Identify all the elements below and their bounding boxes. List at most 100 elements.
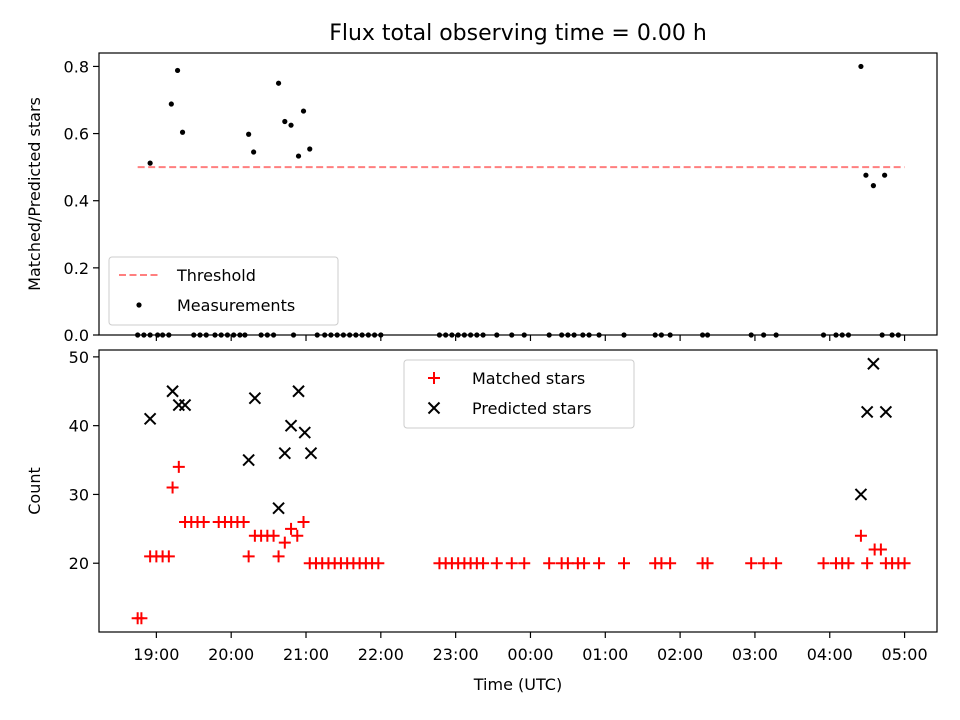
measurement-point xyxy=(882,172,888,178)
legend-handle xyxy=(428,372,440,384)
matched-stars-marker xyxy=(267,529,280,542)
legend-handle xyxy=(427,401,441,415)
predicted-stars-marker xyxy=(298,426,311,439)
x-tick-label: 23:00 xyxy=(433,645,479,664)
measurement-point xyxy=(870,183,877,189)
measurement-point xyxy=(147,160,153,166)
predicted-stars-marker xyxy=(166,385,179,398)
x-tick-label: 00:00 xyxy=(507,645,553,664)
matched-stars-marker xyxy=(242,550,255,563)
legend: Matched stars Predicted stars xyxy=(403,359,635,429)
matched-stars-marker xyxy=(172,460,185,473)
measurement-point xyxy=(174,67,181,74)
y-tick-label: 0.6 xyxy=(64,125,89,144)
matched-stars-marker xyxy=(297,515,310,528)
matched-stars-marker xyxy=(817,557,830,570)
x-tick-label: 19:00 xyxy=(133,645,179,664)
x-tick-label: 20:00 xyxy=(208,645,254,664)
x-tick-label: 21:00 xyxy=(283,645,329,664)
matched-stars-marker xyxy=(898,557,911,570)
chart-title: Flux total observing time = 0.00 h xyxy=(329,21,707,46)
predicted-stars-marker xyxy=(278,446,292,460)
predicted-stars-marker xyxy=(272,501,285,515)
measurement-point xyxy=(307,146,313,152)
measurement-point xyxy=(295,153,302,159)
matched-stars-marker xyxy=(162,550,175,563)
matched-stars-marker xyxy=(490,557,503,570)
matched-stars-marker xyxy=(874,543,887,556)
predicted-stars-marker xyxy=(304,446,318,460)
matched-stars-marker xyxy=(372,557,385,570)
x-axis-label: Time (UTC) xyxy=(473,675,562,694)
matched-stars-marker xyxy=(285,522,298,535)
legend-label: Threshold xyxy=(176,266,256,285)
axes-frame xyxy=(98,52,938,336)
x-tick-label: 02:00 xyxy=(657,645,703,664)
measurement-point xyxy=(282,118,288,125)
legend-handle xyxy=(136,302,142,308)
measurement-point xyxy=(863,172,869,178)
matched-stars-marker xyxy=(166,481,179,494)
x-tick-label: 04:00 xyxy=(807,645,853,664)
matched-stars-marker xyxy=(861,557,874,570)
matched-stars-marker xyxy=(854,529,867,542)
legend-label: Predicted stars xyxy=(472,399,592,418)
predicted-stars-marker xyxy=(248,391,262,405)
y-tick-label: 0.2 xyxy=(64,259,89,278)
x-tick-label: 22:00 xyxy=(358,645,404,664)
y-tick-label: 20 xyxy=(69,554,89,573)
y-tick-label: 0.0 xyxy=(64,326,89,345)
y-tick-label: 30 xyxy=(69,485,89,504)
plot-area xyxy=(131,357,911,625)
matched-stars-marker xyxy=(237,515,250,528)
predicted-stars-marker xyxy=(867,357,880,370)
x-tick-label: 03:00 xyxy=(732,645,778,664)
measurement-point xyxy=(168,101,174,107)
y-axis-label: Count xyxy=(25,467,44,515)
matched-stars-marker xyxy=(505,557,518,570)
axes-frame xyxy=(98,349,938,633)
legend-label: Matched stars xyxy=(472,369,585,388)
matched-stars-marker xyxy=(757,557,770,570)
matched-stars-marker xyxy=(197,515,210,528)
y-tick-label: 0.8 xyxy=(64,57,89,76)
matched-stars-marker xyxy=(701,557,714,570)
matched-stars-marker xyxy=(135,612,148,625)
y-tick-label: 40 xyxy=(69,417,89,436)
matched-stars-marker xyxy=(842,557,855,570)
predicted-stars-marker xyxy=(879,405,893,419)
x-tick-label: 05:00 xyxy=(882,645,928,664)
matched-stars-marker xyxy=(664,557,677,570)
y-tick-label: 0.4 xyxy=(64,192,89,211)
measurement-point xyxy=(179,129,186,135)
measurement-point xyxy=(300,108,307,114)
y-axis-label: Matched/Predicted stars xyxy=(25,97,44,291)
top-panel-ratio: 0.0 0.2 0.4 0.6 0.8 Matched/Predicted stars Th… xyxy=(25,52,938,345)
predicted-stars-marker xyxy=(242,453,255,467)
matched-stars-marker xyxy=(617,557,630,570)
matched-stars-marker xyxy=(291,529,304,542)
predicted-stars-marker xyxy=(292,385,305,398)
matched-stars-marker xyxy=(543,557,556,570)
measurement-point xyxy=(275,80,282,86)
predicted-stars-marker xyxy=(860,405,874,419)
matched-stars-marker xyxy=(745,557,758,570)
measurement-point xyxy=(251,149,257,155)
matched-stars-marker xyxy=(477,557,490,570)
predicted-stars-marker xyxy=(284,419,298,432)
predicted-stars-marker xyxy=(178,398,192,412)
predicted-stars-marker xyxy=(143,412,157,425)
measurement-point xyxy=(288,122,294,128)
matched-stars-marker xyxy=(272,550,285,563)
matched-stars-marker xyxy=(770,557,783,570)
x-tick-label: 01:00 xyxy=(582,645,628,664)
bottom-panel-counts: 20 30 40 50 19:00 20:00 21:00 22:00 23:00 00:00 01… xyxy=(25,348,938,694)
legend-label: Measurements xyxy=(177,296,295,315)
y-tick-label: 50 xyxy=(69,348,89,367)
matched-stars-marker xyxy=(518,557,531,570)
matched-stars-marker xyxy=(578,557,591,570)
measurement-point xyxy=(246,131,252,137)
measurement-point xyxy=(858,63,864,70)
legend: Threshold Measurements xyxy=(108,256,339,326)
